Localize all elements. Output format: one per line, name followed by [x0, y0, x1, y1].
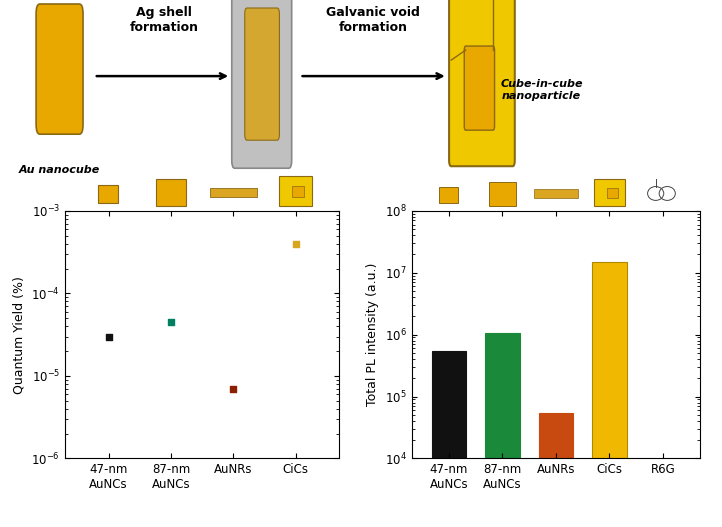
Bar: [539, 413, 573, 527]
Bar: [432, 351, 466, 527]
Text: Au nanocube: Au nanocube: [19, 165, 100, 175]
FancyBboxPatch shape: [232, 0, 292, 168]
Bar: [156, 179, 186, 206]
Text: Cube-in-cube
nanoparticle: Cube-in-cube nanoparticle: [500, 80, 583, 101]
Bar: [489, 182, 516, 206]
Y-axis label: Total PL intensity (a.u.): Total PL intensity (a.u.): [366, 263, 379, 406]
Text: Galvanic void
formation: Galvanic void formation: [326, 6, 420, 34]
Bar: [439, 187, 458, 203]
Bar: [292, 186, 304, 197]
Point: [290, 239, 302, 248]
FancyBboxPatch shape: [36, 4, 83, 134]
Bar: [592, 262, 627, 527]
Bar: [534, 190, 578, 198]
FancyBboxPatch shape: [464, 46, 495, 130]
Point: [103, 333, 114, 341]
Bar: [645, 475, 680, 527]
Bar: [210, 188, 256, 197]
Bar: [593, 179, 625, 206]
Text: Ag shell
formation: Ag shell formation: [129, 6, 199, 34]
Point: [165, 318, 177, 326]
Y-axis label: Quantum Yield (%): Quantum Yield (%): [13, 276, 26, 394]
FancyBboxPatch shape: [245, 8, 279, 140]
Bar: [606, 188, 618, 198]
Bar: [279, 176, 312, 206]
FancyBboxPatch shape: [449, 0, 515, 166]
Bar: [485, 334, 520, 527]
Bar: [97, 185, 118, 203]
Point: [227, 385, 239, 393]
